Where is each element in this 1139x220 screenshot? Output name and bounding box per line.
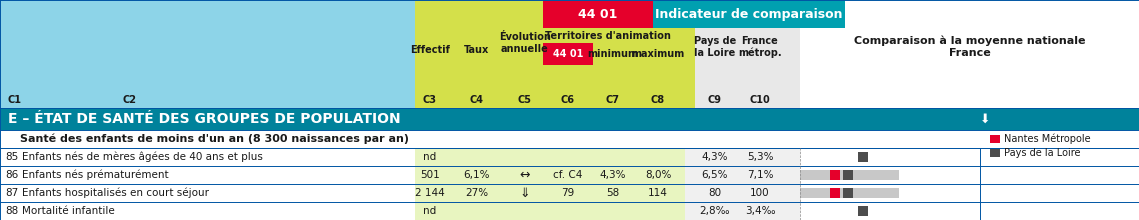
Text: C5: C5 xyxy=(518,95,532,105)
Text: 2,8‰: 2,8‰ xyxy=(699,206,730,216)
Bar xyxy=(653,0,845,28)
Bar xyxy=(0,202,1139,220)
Text: Taux: Taux xyxy=(465,45,490,55)
Text: 8,0%: 8,0% xyxy=(645,170,671,180)
Text: C1: C1 xyxy=(8,95,22,105)
Text: 44 01: 44 01 xyxy=(552,49,583,59)
Text: Évolution
annuelle: Évolution annuelle xyxy=(499,32,551,54)
Text: Comparaison à la moyenne nationale
France: Comparaison à la moyenne nationale Franc… xyxy=(854,36,1085,58)
Text: C10: C10 xyxy=(749,95,770,105)
Text: 5,3%: 5,3% xyxy=(747,152,773,162)
Bar xyxy=(0,130,1139,148)
Text: Enfants nés de mères âgées de 40 ans et plus: Enfants nés de mères âgées de 40 ans et … xyxy=(22,152,263,162)
Bar xyxy=(685,184,800,202)
Text: ⇓: ⇓ xyxy=(519,187,531,200)
Text: 7,1%: 7,1% xyxy=(747,170,773,180)
Bar xyxy=(829,170,839,180)
Bar xyxy=(800,0,1139,108)
Bar xyxy=(0,108,1139,130)
Text: Pays de la Loire: Pays de la Loire xyxy=(1003,148,1081,158)
Text: ⬇: ⬇ xyxy=(980,112,990,125)
Text: 114: 114 xyxy=(648,188,667,198)
Text: C9: C9 xyxy=(708,95,722,105)
Text: Mortalité infantile: Mortalité infantile xyxy=(22,206,115,216)
Text: nd: nd xyxy=(424,152,436,162)
Text: 6,5%: 6,5% xyxy=(702,170,728,180)
Text: cf. C4: cf. C4 xyxy=(554,170,583,180)
Bar xyxy=(0,184,1139,202)
Text: 58: 58 xyxy=(606,188,620,198)
Text: C2: C2 xyxy=(123,95,137,105)
Text: 79: 79 xyxy=(562,188,574,198)
Text: France
métrop.: France métrop. xyxy=(738,36,781,58)
Text: 88: 88 xyxy=(5,206,18,216)
Text: 80: 80 xyxy=(708,188,722,198)
Text: 86: 86 xyxy=(5,170,18,180)
Bar xyxy=(800,170,899,180)
Bar xyxy=(685,148,800,166)
Bar xyxy=(415,202,685,220)
Bar xyxy=(990,135,1000,143)
Bar xyxy=(543,0,653,28)
Text: Territoires d'animation: Territoires d'animation xyxy=(546,31,671,41)
Bar xyxy=(415,166,685,184)
Bar xyxy=(843,188,853,198)
Text: Enfants nés prématurément: Enfants nés prématurément xyxy=(22,170,169,180)
Text: Santé des enfants de moins d'un an (8 300 naissances par an): Santé des enfants de moins d'un an (8 30… xyxy=(21,134,409,144)
Bar xyxy=(990,149,1000,157)
Text: nd: nd xyxy=(424,206,436,216)
Text: 44 01: 44 01 xyxy=(579,7,617,20)
Bar xyxy=(415,184,685,202)
Bar xyxy=(415,0,695,108)
Bar xyxy=(695,0,800,108)
Text: Effectif: Effectif xyxy=(410,45,450,55)
Text: E – ÉTAT DE SANTÉ DES GROUPES DE POPULATION: E – ÉTAT DE SANTÉ DES GROUPES DE POPULAT… xyxy=(8,112,401,126)
Text: 85: 85 xyxy=(5,152,18,162)
Text: 4,3%: 4,3% xyxy=(702,152,728,162)
Bar xyxy=(858,206,868,216)
Bar xyxy=(0,0,415,108)
Text: Nantes Métropole: Nantes Métropole xyxy=(1003,134,1091,144)
Text: C7: C7 xyxy=(606,95,620,105)
Text: C6: C6 xyxy=(562,95,575,105)
Text: 501: 501 xyxy=(420,170,440,180)
Bar xyxy=(843,170,853,180)
Bar xyxy=(0,148,1139,166)
Text: Pays de
la Loire: Pays de la Loire xyxy=(694,36,736,58)
Text: minimum: minimum xyxy=(588,49,639,59)
Text: Enfants hospitalisés en court séjour: Enfants hospitalisés en court séjour xyxy=(22,188,208,198)
Bar xyxy=(415,148,685,166)
Bar xyxy=(685,166,800,184)
Bar xyxy=(800,188,899,198)
Bar xyxy=(685,202,800,220)
Text: maximum: maximum xyxy=(631,49,685,59)
Bar xyxy=(543,43,593,65)
Text: C8: C8 xyxy=(650,95,665,105)
Text: 6,1%: 6,1% xyxy=(464,170,490,180)
Bar xyxy=(0,166,1139,184)
Bar xyxy=(858,152,868,162)
Text: 100: 100 xyxy=(751,188,770,198)
Text: ↔: ↔ xyxy=(519,169,531,182)
Text: 3,4‰: 3,4‰ xyxy=(745,206,776,216)
Text: Indicateur de comparaison: Indicateur de comparaison xyxy=(655,7,843,20)
Text: C3: C3 xyxy=(423,95,437,105)
Bar xyxy=(829,188,839,198)
Text: 2 144: 2 144 xyxy=(415,188,445,198)
Text: 87: 87 xyxy=(5,188,18,198)
Text: 4,3%: 4,3% xyxy=(600,170,626,180)
Text: 27%: 27% xyxy=(466,188,489,198)
Text: C4: C4 xyxy=(470,95,484,105)
